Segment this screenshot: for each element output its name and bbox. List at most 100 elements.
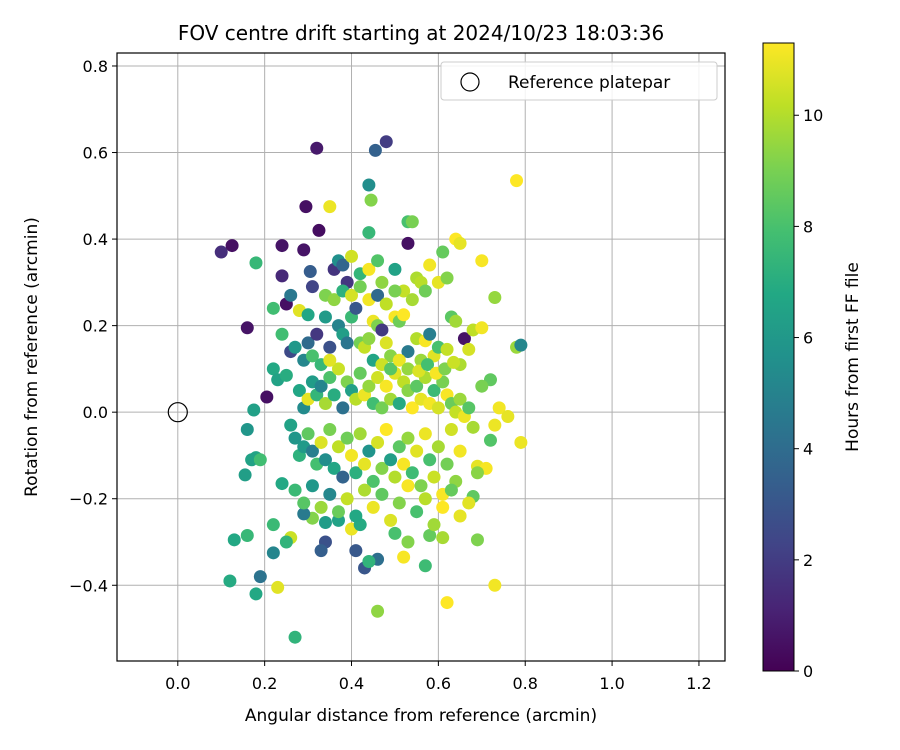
data-point bbox=[371, 371, 385, 385]
y-axis-label: Rotation from reference (arcmin) bbox=[22, 217, 42, 497]
data-point bbox=[475, 254, 489, 268]
data-point bbox=[314, 379, 328, 393]
data-point bbox=[362, 226, 376, 240]
data-point bbox=[375, 323, 389, 337]
data-point bbox=[349, 544, 363, 558]
data-point bbox=[297, 496, 311, 510]
data-point bbox=[305, 280, 319, 294]
data-point bbox=[388, 284, 402, 298]
data-point bbox=[327, 461, 341, 475]
data-point bbox=[488, 418, 502, 432]
y-tick-label: 0.8 bbox=[83, 57, 108, 76]
data-point bbox=[492, 401, 506, 415]
data-point bbox=[362, 444, 376, 458]
x-tick-label: 1.2 bbox=[686, 674, 711, 693]
data-point bbox=[275, 327, 289, 341]
data-point bbox=[401, 479, 415, 493]
data-point bbox=[288, 340, 302, 354]
data-point bbox=[436, 245, 450, 259]
colorbar-tick-label: 10 bbox=[803, 106, 823, 125]
data-point bbox=[364, 193, 378, 207]
data-point bbox=[238, 468, 252, 482]
data-point bbox=[240, 422, 254, 436]
data-point bbox=[368, 143, 382, 157]
data-point bbox=[436, 531, 450, 545]
data-point bbox=[327, 388, 341, 402]
data-point bbox=[388, 470, 402, 484]
data-point bbox=[466, 420, 480, 434]
data-point bbox=[271, 580, 285, 594]
data-point bbox=[405, 466, 419, 480]
colorbar-tick-label: 8 bbox=[803, 217, 813, 236]
data-point bbox=[318, 516, 332, 530]
data-point bbox=[353, 427, 367, 441]
data-point bbox=[388, 526, 402, 540]
data-point bbox=[514, 338, 528, 352]
data-point bbox=[401, 431, 415, 445]
data-point bbox=[427, 518, 441, 532]
data-point bbox=[240, 321, 254, 335]
data-point bbox=[288, 630, 302, 644]
legend: Reference platepar bbox=[440, 61, 718, 101]
data-point bbox=[405, 215, 419, 229]
data-point bbox=[312, 223, 326, 237]
data-point bbox=[266, 518, 280, 532]
data-point bbox=[323, 371, 337, 385]
data-point bbox=[423, 258, 437, 272]
data-point bbox=[453, 392, 467, 406]
data-point bbox=[249, 587, 263, 601]
data-point bbox=[227, 533, 241, 547]
data-point bbox=[444, 483, 458, 497]
data-point bbox=[470, 466, 484, 480]
data-point bbox=[488, 578, 502, 592]
data-point bbox=[331, 440, 345, 454]
data-point bbox=[371, 288, 385, 302]
data-point bbox=[279, 368, 293, 382]
data-point bbox=[301, 308, 315, 322]
data-point bbox=[345, 249, 359, 263]
data-point bbox=[327, 293, 341, 307]
data-point bbox=[371, 254, 385, 268]
data-point bbox=[349, 509, 363, 523]
data-point bbox=[362, 554, 376, 568]
data-point bbox=[423, 327, 437, 341]
data-point bbox=[379, 379, 393, 393]
data-point bbox=[418, 284, 432, 298]
data-point bbox=[349, 466, 363, 480]
y-tick-label: 0.6 bbox=[83, 144, 108, 163]
data-point bbox=[349, 301, 363, 315]
data-point bbox=[401, 236, 415, 250]
data-point bbox=[401, 345, 415, 359]
y-tick-label: −0.2 bbox=[69, 490, 108, 509]
data-point bbox=[303, 265, 317, 279]
data-point bbox=[266, 362, 280, 376]
data-point bbox=[310, 327, 324, 341]
data-point bbox=[475, 321, 489, 335]
data-point bbox=[292, 384, 306, 398]
data-point bbox=[453, 509, 467, 523]
data-point bbox=[397, 457, 411, 471]
data-point bbox=[345, 288, 359, 302]
data-point bbox=[331, 505, 345, 519]
data-point bbox=[440, 342, 454, 356]
data-point bbox=[449, 314, 463, 328]
x-tick-label: 0.4 bbox=[339, 674, 364, 693]
data-point bbox=[353, 280, 367, 294]
data-point bbox=[375, 275, 389, 289]
data-point bbox=[301, 336, 315, 350]
data-point bbox=[275, 239, 289, 253]
data-point bbox=[379, 422, 393, 436]
data-point bbox=[362, 332, 376, 346]
data-point bbox=[418, 559, 432, 573]
data-point bbox=[362, 262, 376, 276]
data-point bbox=[462, 401, 476, 415]
data-point bbox=[266, 301, 280, 315]
data-point bbox=[340, 492, 354, 506]
y-tick-label: 0.2 bbox=[83, 317, 108, 336]
data-point bbox=[501, 410, 515, 424]
data-point bbox=[301, 427, 315, 441]
colorbar-gradient bbox=[762, 42, 795, 672]
data-point bbox=[392, 440, 406, 454]
data-point bbox=[284, 418, 298, 432]
data-point bbox=[318, 397, 332, 411]
